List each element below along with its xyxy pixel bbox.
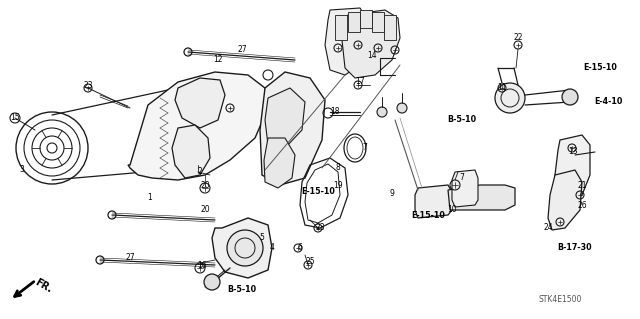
- Polygon shape: [555, 135, 590, 205]
- Bar: [384, 15, 396, 40]
- Polygon shape: [212, 218, 272, 278]
- Text: 10: 10: [447, 205, 457, 214]
- Text: 9: 9: [390, 189, 394, 197]
- Bar: [360, 10, 372, 28]
- Text: 14: 14: [367, 50, 377, 60]
- Text: FR.: FR.: [33, 277, 54, 295]
- Text: 1: 1: [148, 194, 152, 203]
- Text: 12: 12: [213, 56, 223, 64]
- Circle shape: [377, 107, 387, 117]
- Text: 7: 7: [363, 144, 367, 152]
- Text: 20: 20: [200, 181, 210, 189]
- Polygon shape: [260, 72, 325, 185]
- Text: 23: 23: [315, 224, 325, 233]
- Circle shape: [562, 89, 578, 105]
- Polygon shape: [342, 10, 400, 78]
- Text: 15: 15: [10, 114, 20, 122]
- Text: E-15-10: E-15-10: [411, 211, 445, 219]
- Text: 26: 26: [577, 201, 587, 210]
- Text: B-5-10: B-5-10: [227, 286, 257, 294]
- Polygon shape: [448, 185, 515, 210]
- Polygon shape: [264, 138, 295, 188]
- Text: 20: 20: [200, 205, 210, 214]
- Text: STK4E1500: STK4E1500: [538, 295, 582, 305]
- Text: 27: 27: [125, 254, 135, 263]
- Text: E-15-10: E-15-10: [583, 63, 617, 72]
- Text: 23: 23: [83, 80, 93, 90]
- Polygon shape: [548, 170, 582, 230]
- Polygon shape: [265, 88, 305, 148]
- Bar: [335, 15, 347, 40]
- Circle shape: [227, 230, 263, 266]
- Bar: [348, 12, 360, 32]
- Text: B-17-30: B-17-30: [557, 243, 592, 253]
- Polygon shape: [128, 72, 268, 180]
- Text: 24: 24: [543, 224, 553, 233]
- Polygon shape: [172, 125, 210, 178]
- Text: 8: 8: [335, 164, 340, 173]
- Text: 7: 7: [460, 174, 465, 182]
- Circle shape: [397, 103, 407, 113]
- Text: 27: 27: [237, 46, 247, 55]
- Text: B-5-10: B-5-10: [447, 115, 477, 124]
- Text: 5: 5: [260, 233, 264, 241]
- Text: 13: 13: [568, 147, 578, 157]
- Text: 4: 4: [269, 242, 275, 251]
- Text: 11: 11: [497, 84, 507, 93]
- Polygon shape: [175, 78, 225, 128]
- Text: 6: 6: [298, 242, 303, 251]
- Text: 19: 19: [333, 181, 343, 189]
- Text: 2: 2: [198, 167, 202, 176]
- Text: 18: 18: [330, 108, 340, 116]
- Circle shape: [495, 83, 525, 113]
- Polygon shape: [415, 185, 452, 218]
- Polygon shape: [325, 8, 368, 75]
- Circle shape: [204, 274, 220, 290]
- Text: E-4-10: E-4-10: [594, 98, 622, 107]
- Text: 25: 25: [305, 257, 315, 266]
- Text: 3: 3: [20, 166, 24, 174]
- Text: 22: 22: [513, 33, 523, 42]
- Polygon shape: [452, 170, 478, 207]
- Text: 16: 16: [197, 261, 207, 270]
- Bar: [372, 12, 384, 32]
- Text: 21: 21: [577, 181, 587, 189]
- Text: E-15-10: E-15-10: [301, 188, 335, 197]
- Text: 17: 17: [355, 78, 365, 86]
